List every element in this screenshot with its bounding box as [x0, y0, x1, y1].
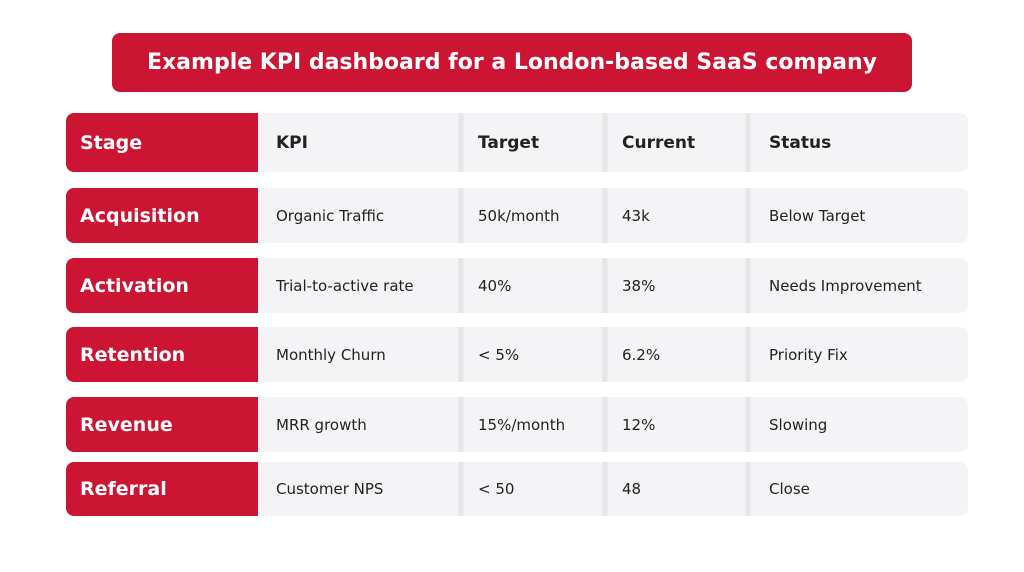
header-row: Stage KPI Target Current Status [66, 113, 968, 172]
table-cell: Slowing [769, 415, 828, 434]
column-divider [458, 462, 464, 516]
column-divider [458, 188, 464, 243]
table-row: Revenue MRR growth 15%/month 12% Slowing [66, 397, 968, 452]
table-cell: 40% [478, 276, 512, 295]
header-cell: KPI [276, 132, 308, 153]
header-cell: Status [769, 132, 832, 153]
column-divider [745, 397, 751, 452]
row-background [258, 397, 968, 452]
table-row: Referral Customer NPS < 50 48 Close [66, 462, 968, 516]
row-background [258, 327, 968, 382]
column-divider [745, 462, 751, 516]
column-divider [602, 327, 608, 382]
table-cell: Customer NPS [276, 480, 384, 498]
table-row: Retention Monthly Churn < 5% 6.2% Priority F… [66, 327, 968, 382]
column-divider [602, 462, 608, 516]
stage-cell: Referral [66, 462, 258, 516]
table-cell: MRR growth [276, 415, 367, 434]
row-background [258, 113, 968, 172]
stage-cell: Acquisition [66, 188, 258, 243]
table-cell: Needs Improvement [769, 276, 922, 295]
row-background [258, 258, 968, 313]
column-divider [458, 397, 464, 452]
column-divider [745, 327, 751, 382]
column-divider [745, 188, 751, 243]
column-divider [458, 113, 464, 172]
table-cell: Trial-to-active rate [276, 276, 414, 295]
column-divider [602, 397, 608, 452]
column-divider [602, 113, 608, 172]
table-cell: 38% [622, 276, 656, 295]
table-cell: Close [769, 480, 810, 498]
table-cell: Priority Fix [769, 345, 848, 364]
title-banner: Example KPI dashboard for a London-based… [112, 33, 912, 92]
header-cell: Current [622, 132, 696, 153]
table-cell: 12% [622, 415, 656, 434]
table-cell: Organic Traffic [276, 206, 385, 225]
stage-cell: Revenue [66, 397, 258, 452]
row-background [258, 462, 968, 516]
table-row: Activation Trial-to-active rate 40% 38% Need… [66, 258, 968, 313]
stage-cell: Retention [66, 327, 258, 382]
table-cell: 48 [622, 480, 642, 498]
stage-cell: Activation [66, 258, 258, 313]
row-background [258, 188, 968, 243]
table-cell: 15%/month [478, 415, 566, 434]
table-cell: 43k [622, 206, 650, 225]
table-cell: Below Target [769, 206, 866, 225]
column-divider [602, 188, 608, 243]
table-row: Acquisition Organic Traffic 50k/month 43k Be… [66, 188, 968, 243]
column-divider [458, 327, 464, 382]
stage-cell: Stage [66, 113, 258, 172]
column-divider [458, 258, 464, 313]
table-cell: < 5% [478, 345, 520, 364]
column-divider [745, 258, 751, 313]
table-cell: 50k/month [478, 206, 560, 225]
table-cell: Monthly Churn [276, 345, 386, 364]
table-cell: < 50 [478, 480, 515, 498]
table-cell: 6.2% [622, 345, 661, 364]
column-divider [602, 258, 608, 313]
column-divider [745, 113, 751, 172]
header-cell: Target [478, 132, 540, 153]
